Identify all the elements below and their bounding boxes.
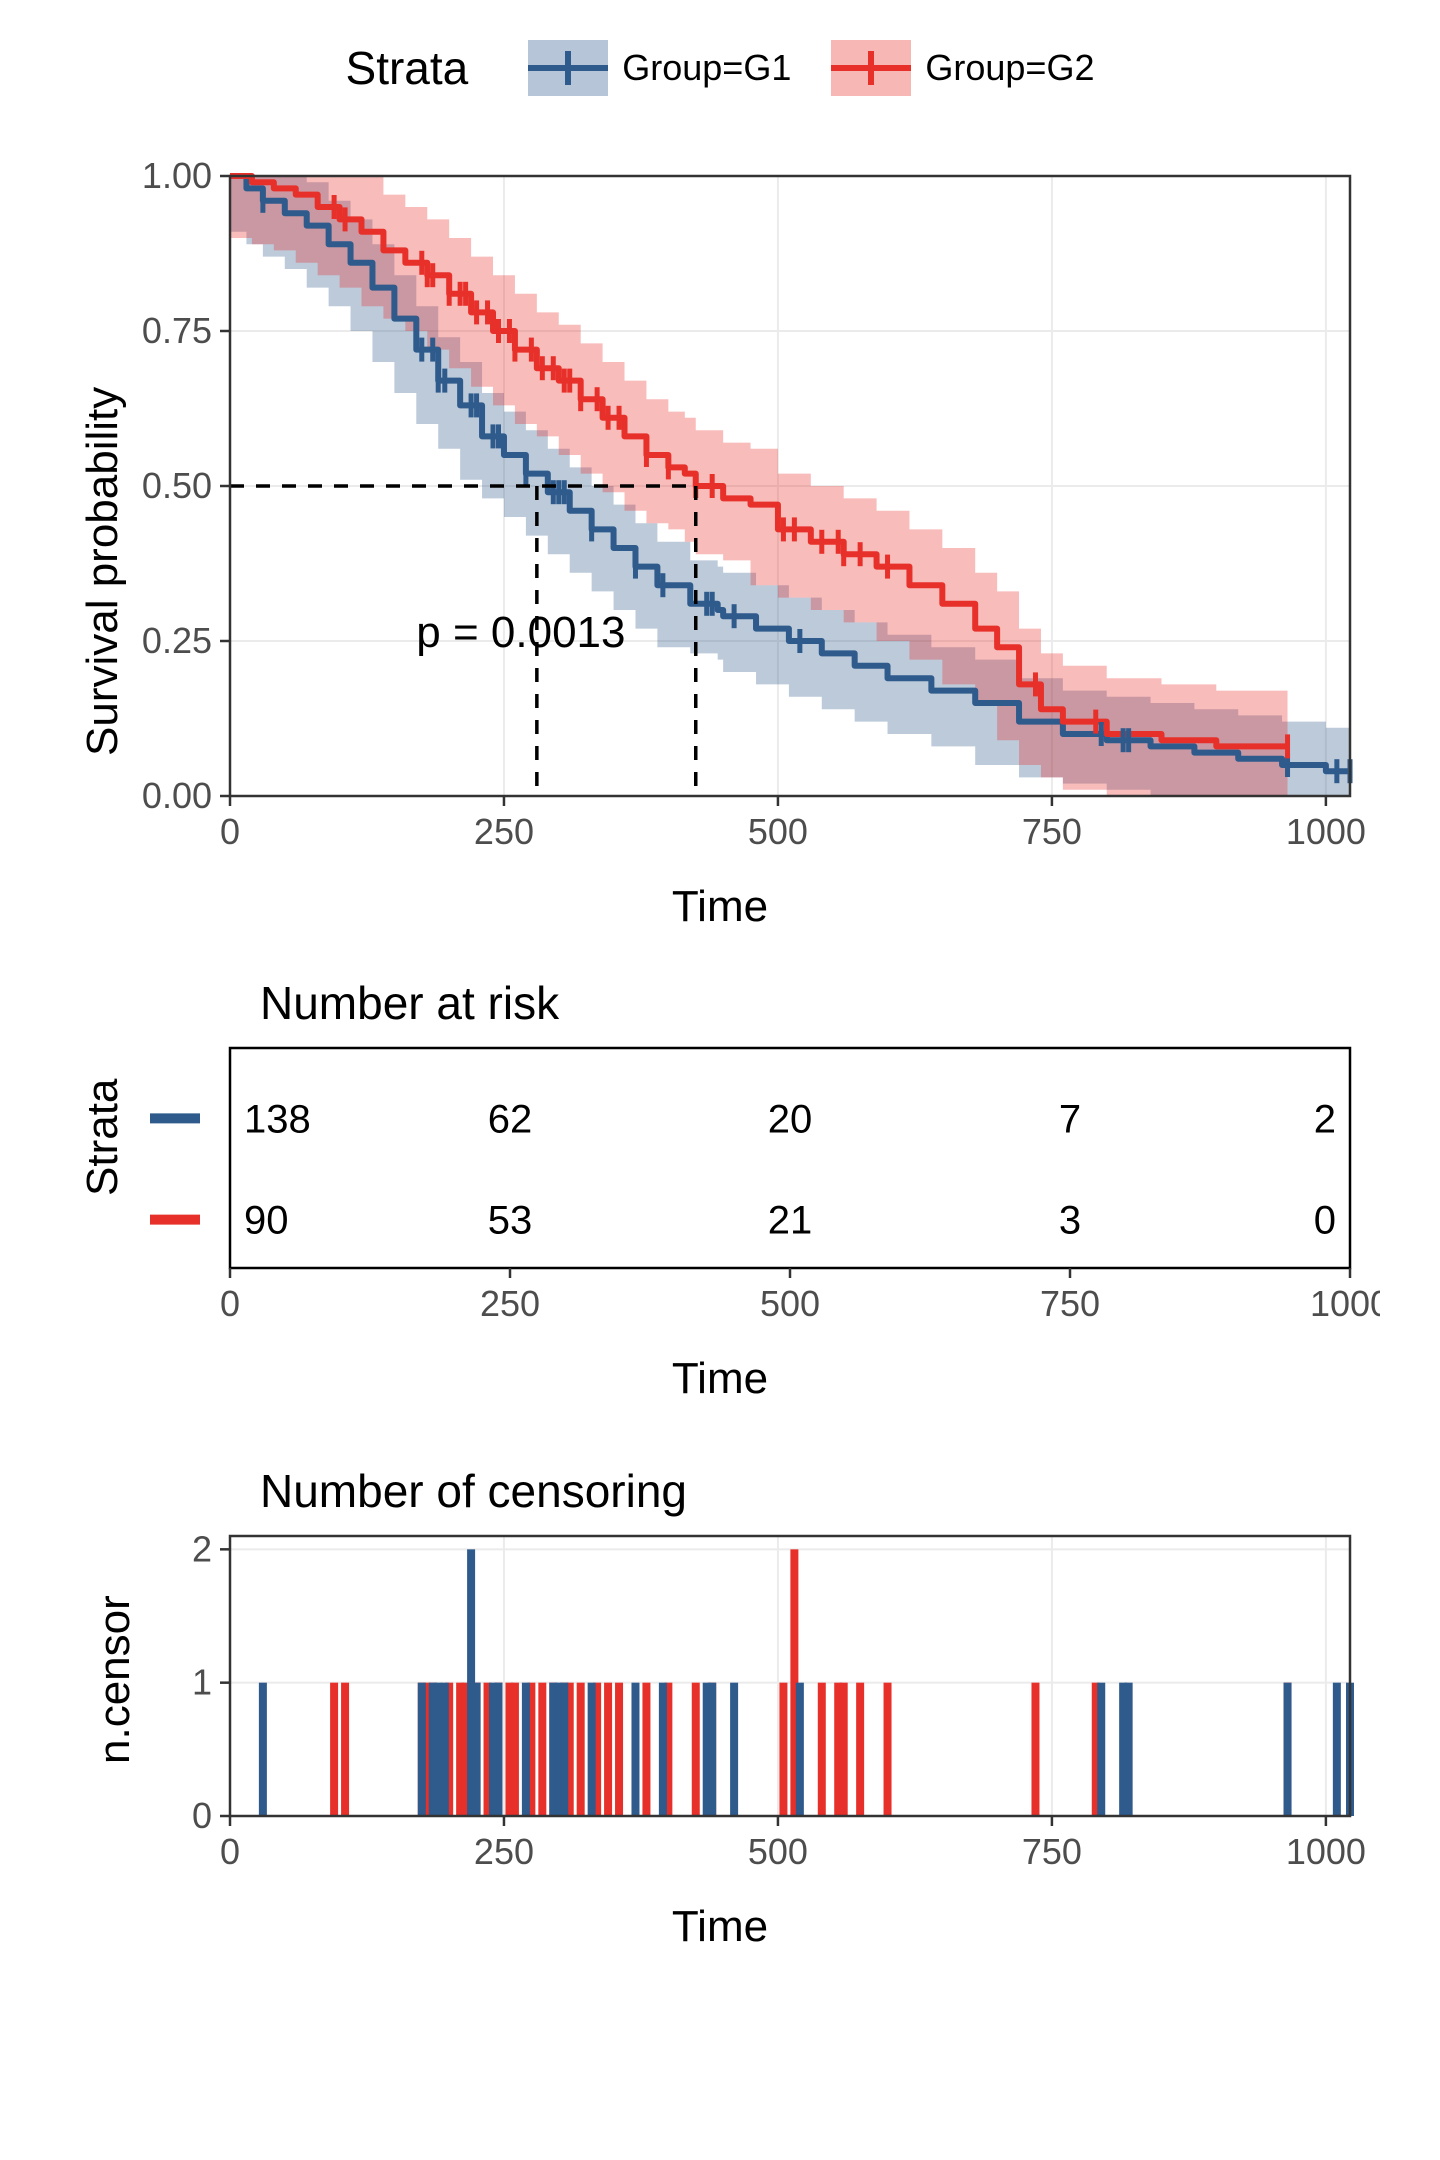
svg-text:2: 2 bbox=[1314, 1097, 1336, 1141]
svg-text:1000: 1000 bbox=[1286, 1831, 1366, 1872]
svg-text:21: 21 bbox=[768, 1199, 813, 1243]
svg-text:0: 0 bbox=[220, 1831, 240, 1872]
censor-title: Number of censoring bbox=[260, 1464, 1380, 1518]
risk-table-panel: Number at risk Strata 138 62 20 7 2 90 53 21 3 0 0… bbox=[60, 976, 1380, 1404]
legend-label-g1: Group=G1 bbox=[622, 47, 791, 89]
svg-text:20: 20 bbox=[768, 1097, 813, 1141]
svg-text:0.00: 0.00 bbox=[142, 775, 212, 816]
svg-text:0.50: 0.50 bbox=[142, 465, 212, 506]
legend-title: Strata bbox=[346, 41, 469, 95]
svg-text:750: 750 bbox=[1022, 1831, 1082, 1872]
svg-text:250: 250 bbox=[474, 811, 534, 852]
svg-text:1000: 1000 bbox=[1310, 1283, 1380, 1324]
survival-svg: p = 0.0013 0 250 500 750 1000 0.00 0.25 0.50 0.75… bbox=[60, 156, 1380, 876]
svg-text:250: 250 bbox=[474, 1831, 534, 1872]
risk-xlabel: Time bbox=[60, 1354, 1380, 1404]
svg-text:0: 0 bbox=[220, 811, 240, 852]
survival-ylabel: Survival probability bbox=[78, 387, 128, 756]
svg-text:62: 62 bbox=[488, 1097, 533, 1141]
svg-text:53: 53 bbox=[488, 1199, 533, 1243]
svg-text:750: 750 bbox=[1022, 811, 1082, 852]
svg-text:0.75: 0.75 bbox=[142, 310, 212, 351]
svg-text:750: 750 bbox=[1040, 1283, 1100, 1324]
svg-text:1.00: 1.00 bbox=[142, 156, 212, 196]
risk-table-title: Number at risk bbox=[260, 976, 1380, 1030]
censor-svg: 0 250 500 750 1000 0 1 2 bbox=[60, 1526, 1380, 1896]
censor-panel: Number of censoring n.censor 0 250 500 750 1… bbox=[60, 1464, 1380, 1952]
svg-text:0: 0 bbox=[192, 1795, 212, 1836]
svg-text:7: 7 bbox=[1059, 1097, 1081, 1141]
survival-xlabel: Time bbox=[60, 882, 1380, 932]
censor-xlabel: Time bbox=[60, 1902, 1380, 1952]
svg-text:0: 0 bbox=[220, 1283, 240, 1324]
svg-text:1: 1 bbox=[192, 1662, 212, 1703]
svg-text:2: 2 bbox=[192, 1528, 212, 1569]
svg-text:138: 138 bbox=[244, 1097, 311, 1141]
svg-text:1000: 1000 bbox=[1286, 811, 1366, 852]
legend: Strata Group=G1 Group=G2 bbox=[60, 40, 1380, 96]
risk-table-svg: 138 62 20 7 2 90 53 21 3 0 0 250 500 750 1000 bbox=[60, 1038, 1380, 1348]
svg-text:250: 250 bbox=[480, 1283, 540, 1324]
legend-item-g1: Group=G1 bbox=[528, 40, 791, 96]
censor-ylabel: n.censor bbox=[90, 1595, 140, 1764]
svg-text:500: 500 bbox=[748, 1831, 808, 1872]
svg-text:3: 3 bbox=[1059, 1199, 1081, 1243]
risk-ylabel: Strata bbox=[78, 1079, 128, 1196]
svg-text:0.25: 0.25 bbox=[142, 620, 212, 661]
legend-swatch-g2 bbox=[831, 40, 911, 96]
svg-text:90: 90 bbox=[244, 1199, 289, 1243]
legend-item-g2: Group=G2 bbox=[831, 40, 1094, 96]
svg-text:p = 0.0013: p = 0.0013 bbox=[416, 608, 625, 657]
svg-text:500: 500 bbox=[748, 811, 808, 852]
svg-text:500: 500 bbox=[760, 1283, 820, 1324]
survival-plot-panel: Survival probability p = 0.0013 0 250 500 75… bbox=[60, 156, 1380, 936]
legend-label-g2: Group=G2 bbox=[925, 47, 1094, 89]
svg-text:0: 0 bbox=[1314, 1199, 1336, 1243]
legend-swatch-g1 bbox=[528, 40, 608, 96]
